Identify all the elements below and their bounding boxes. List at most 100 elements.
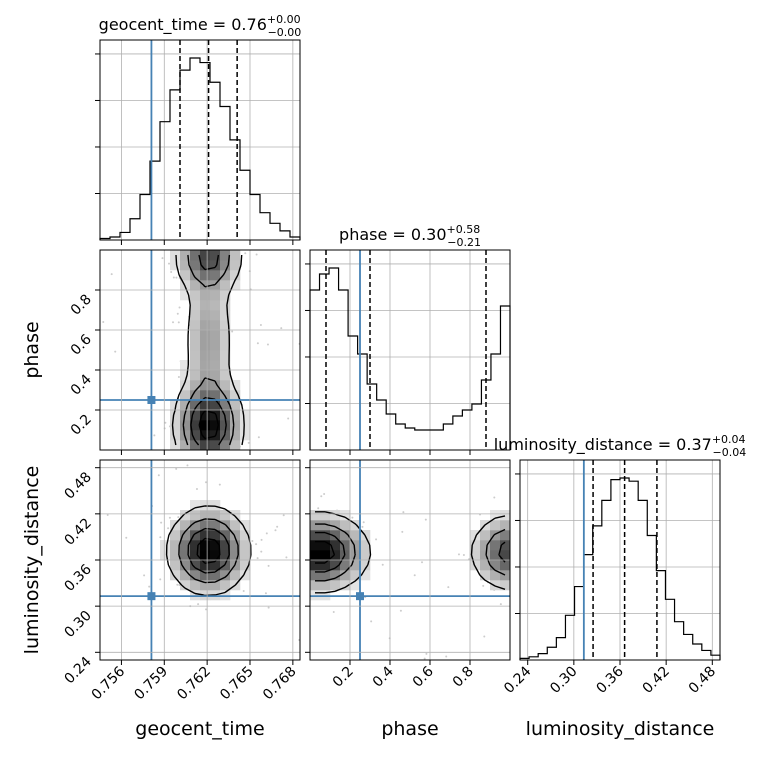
density-cell: [310, 590, 321, 601]
density-cell: [480, 570, 491, 581]
density-cell: [230, 560, 241, 571]
scatter-panel-phase-vs-luminosity_distance-frame: [309, 459, 511, 661]
scatter-panel-geocent_time-vs-luminosity_distance-grid: [95, 460, 300, 665]
panel-body: [100, 250, 300, 450]
density-cell: [210, 310, 221, 321]
density-cell: [190, 590, 201, 601]
scatter-panel-geocent_time-vs-luminosity_distance: [100, 460, 300, 660]
density-cell: [190, 320, 201, 331]
contour-level-3: [315, 540, 336, 564]
scatter-point: [276, 525, 279, 528]
density-cell: [200, 420, 211, 431]
density-cell: [320, 570, 331, 581]
density-cell: [210, 250, 221, 261]
density-cell: [170, 570, 181, 581]
scatter-point: [161, 257, 164, 260]
panel-body: [310, 460, 510, 660]
hist-frame-phase: [309, 249, 511, 451]
density-cell: [190, 350, 201, 361]
density-cell: [190, 580, 201, 591]
density-cell: [180, 510, 191, 521]
x-tick-label-luminosity_distance: 0.24: [501, 663, 534, 696]
hist-panel-geocent_time: geocent_time = 0.76+0.00 −0.00: [95, 13, 301, 245]
density-cell: [170, 540, 181, 551]
density-cell: [200, 510, 211, 521]
density-cell: [320, 510, 331, 521]
scatter-point: [159, 536, 162, 539]
y-tick-label-luminosity_distance: 0.30: [61, 608, 94, 641]
density-cell: [200, 570, 211, 581]
density-cell: [350, 530, 361, 541]
density-cell: [340, 510, 351, 521]
density-cell: [220, 540, 231, 551]
hist-title-geocent_time: geocent_time = 0.76+0.00 −0.00: [99, 13, 302, 39]
x-axis-label-phase: phase: [381, 718, 438, 740]
density-cell: [500, 520, 510, 531]
scatter-point: [218, 483, 221, 486]
title-sup: +0.04: [712, 433, 746, 446]
density-cell: [180, 250, 191, 261]
density-cell: [200, 390, 211, 401]
hist-frame-luminosity_distance: [519, 459, 721, 661]
x-tick-label-geocent_time: 0.759: [131, 664, 171, 704]
density-cell: [220, 330, 231, 341]
density-cell: [180, 520, 191, 531]
contour-level-0: [315, 511, 506, 594]
scatter-point: [381, 563, 384, 566]
scatter-point: [102, 321, 105, 324]
density-cell: [200, 410, 211, 421]
y-tick-label-luminosity_distance: 0.42: [61, 515, 94, 548]
density-cell: [190, 340, 201, 351]
density-cell: [210, 350, 221, 361]
density-cell: [360, 570, 371, 581]
density-cell: [230, 410, 241, 421]
y-tick-label-luminosity_distance: 0.24: [61, 654, 94, 687]
density-cell: [180, 390, 191, 401]
x-tick-label-luminosity_distance: 0.48: [686, 664, 719, 697]
density-cell: [210, 320, 221, 331]
density-cell: [160, 550, 171, 561]
histogram-geocent_time: [99, 57, 301, 240]
scatter-point: [177, 516, 180, 519]
density-cell: [210, 400, 221, 411]
scatter-point: [362, 521, 365, 524]
density-cell: [200, 370, 211, 381]
density-cell: [210, 380, 221, 391]
density-cell: [220, 440, 231, 450]
truth-marker: [147, 396, 156, 404]
scatter-point: [176, 312, 179, 315]
scatter-point: [177, 321, 180, 324]
density-cell: [170, 420, 181, 431]
density-cell: [190, 420, 201, 431]
density-cell: [490, 510, 501, 521]
scatter-point: [148, 585, 151, 588]
scatter-point: [160, 521, 163, 524]
scatter-point: [256, 557, 259, 560]
y-tick-label-phase: 0.6: [68, 331, 95, 358]
scatter-point: [186, 464, 189, 467]
density-cell: [240, 540, 251, 551]
scatter-point: [260, 550, 263, 553]
scatter-point: [256, 342, 259, 345]
density-cell: [320, 520, 331, 531]
density-cell: [210, 280, 221, 291]
density-cell: [180, 260, 191, 271]
density-cell: [470, 530, 481, 541]
density-cell: [200, 520, 211, 531]
density-cell: [480, 540, 491, 551]
scatter-point: [445, 655, 448, 658]
density-cell: [190, 380, 201, 391]
density-cell: [220, 510, 231, 521]
scatter-point: [178, 306, 181, 309]
density-cell: [310, 520, 321, 531]
density-cell: [180, 580, 191, 591]
density-cell: [210, 500, 221, 511]
density-cell: [190, 260, 201, 271]
density-cell: [500, 540, 510, 551]
y-tick-label-luminosity_distance: 0.36: [61, 561, 94, 594]
scatter-point: [242, 589, 245, 592]
histogram-luminosity_distance: [519, 477, 721, 660]
density-cell: [190, 530, 201, 541]
x-tick-label-geocent_time: 0.765: [217, 664, 257, 704]
density-cell: [490, 550, 501, 561]
